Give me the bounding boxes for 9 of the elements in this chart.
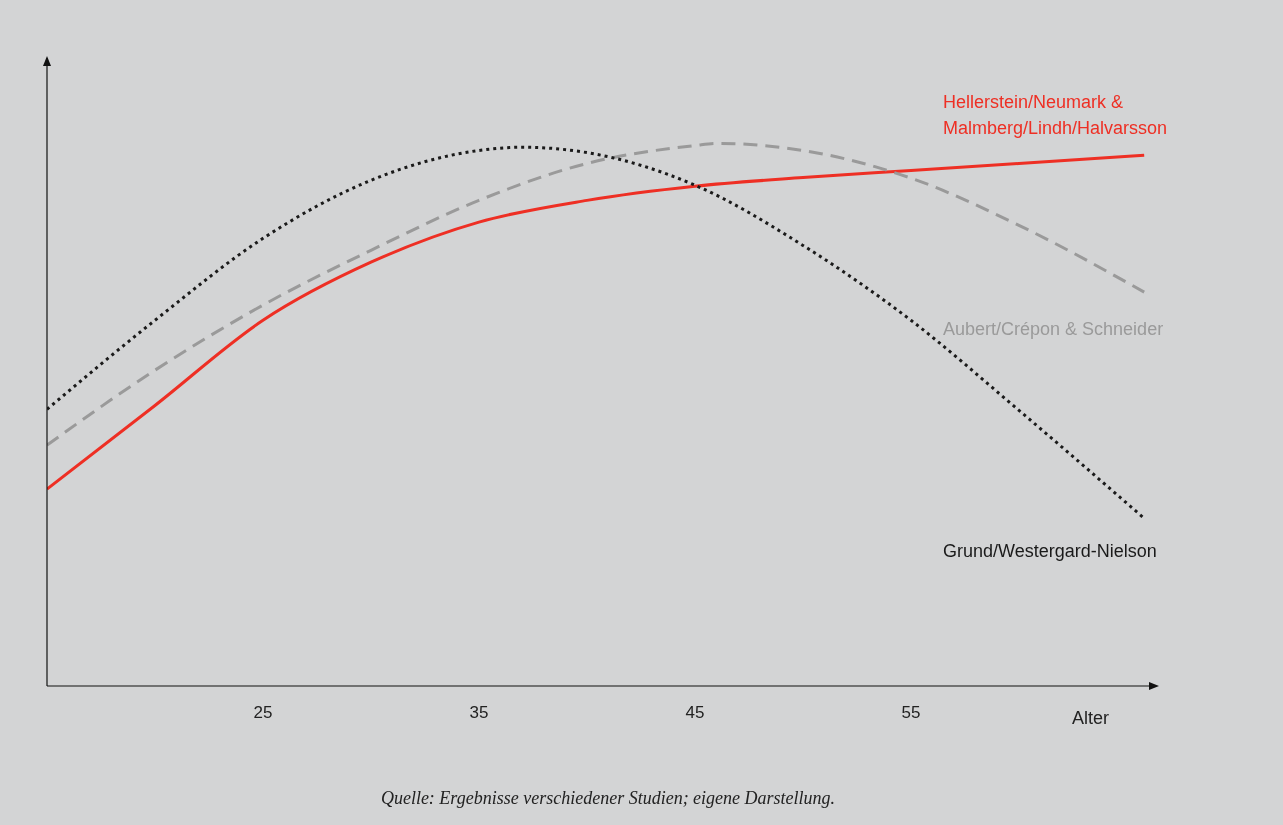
x-axis-title: Alter [1072, 708, 1110, 729]
series-label: Aubert/Crépon & Schneider [943, 318, 1165, 342]
x-tick-label: 25 [253, 703, 273, 723]
source-note: Quelle: Ergebnisse verschiedener Studien; eigene Darstellung. [379, 788, 837, 809]
x-tick-label: 35 [469, 703, 489, 723]
x-tick-label: 55 [901, 703, 921, 723]
series-label: Grund/Westergard-Nielson [943, 540, 1158, 564]
x-tick-label: 45 [685, 703, 705, 723]
series-label: Hellerstein/Neumark & Malmberg/Lindh/Halvarsson [943, 91, 1169, 141]
